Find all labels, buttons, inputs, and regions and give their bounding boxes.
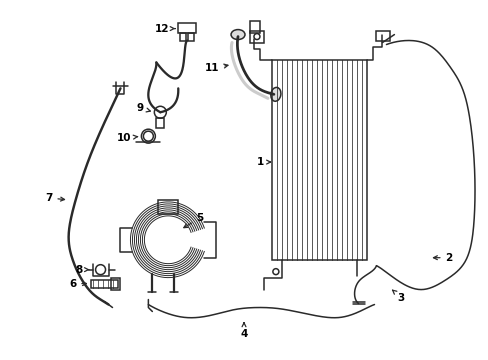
- Text: 11: 11: [204, 63, 227, 73]
- Bar: [249, 31, 264, 42]
- Text: 10: 10: [117, 133, 137, 143]
- Bar: [271, 60, 366, 260]
- Text: 2: 2: [432, 253, 452, 263]
- Text: 9: 9: [137, 103, 150, 113]
- Bar: [110, 278, 120, 289]
- Bar: [156, 118, 164, 128]
- Bar: [178, 23, 196, 32]
- Text: 4: 4: [240, 323, 247, 339]
- Bar: [188, 32, 194, 41]
- Text: 12: 12: [155, 24, 175, 33]
- Bar: [249, 21, 260, 32]
- Bar: [158, 200, 178, 214]
- Text: 8: 8: [75, 265, 88, 275]
- Text: 7: 7: [45, 193, 64, 203]
- Bar: [376, 31, 389, 41]
- Bar: [180, 32, 186, 41]
- Text: 3: 3: [392, 290, 404, 302]
- Text: 6: 6: [69, 279, 86, 289]
- Text: 5: 5: [183, 213, 203, 228]
- Ellipse shape: [230, 30, 244, 40]
- Text: 1: 1: [256, 157, 270, 167]
- Bar: [90, 280, 118, 288]
- Ellipse shape: [270, 87, 281, 101]
